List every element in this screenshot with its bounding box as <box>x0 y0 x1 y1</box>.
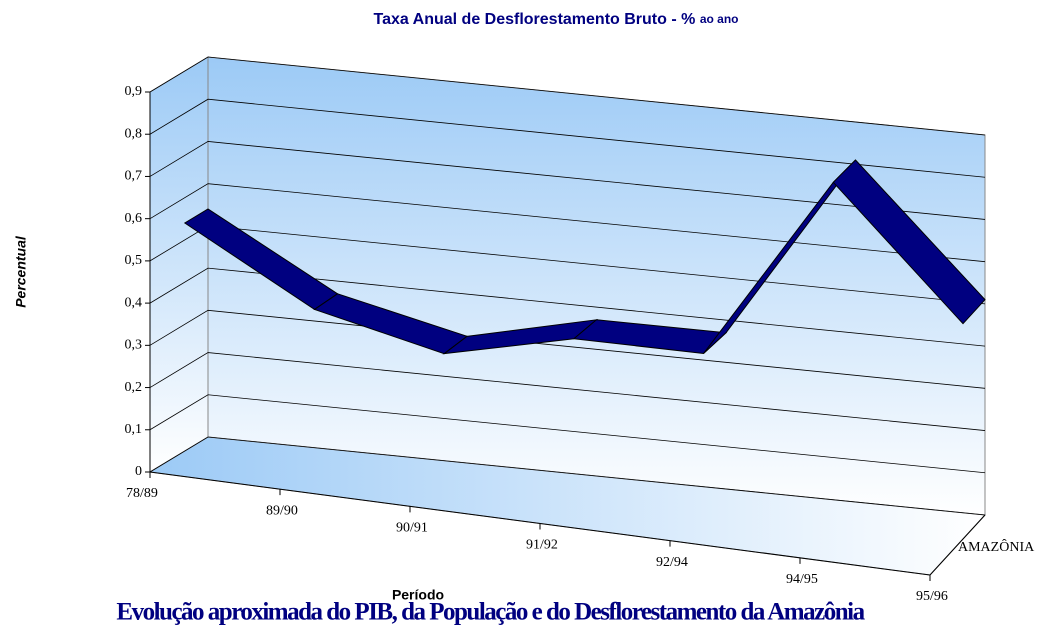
x-tick-label: 91/92 <box>526 538 558 553</box>
x-tick-label: 94/95 <box>786 572 818 587</box>
y-tick-label: 0,9 <box>125 84 143 99</box>
series-label: AMAZÔNIA <box>958 538 1035 555</box>
x-tick-label: 95/96 <box>916 589 948 604</box>
grid-line <box>149 98 986 178</box>
y-tick-label: 0,8 <box>125 126 143 141</box>
line-segment <box>832 159 986 325</box>
x-tick-label: 90/91 <box>396 521 428 536</box>
y-tick-label: 0,2 <box>125 380 143 395</box>
y-tick-label: 0,4 <box>125 295 143 310</box>
y-tick-label: 0,3 <box>125 338 143 353</box>
y-tick-label: 0 <box>135 464 142 479</box>
y-axis-label: Percentual <box>13 235 29 308</box>
side-wall <box>149 56 209 473</box>
z-axis <box>929 514 986 576</box>
chart-title: Taxa Anual de Desflorestamento Bruto - %… <box>374 11 739 28</box>
x-tick-label: 89/90 <box>266 503 298 518</box>
title-main: Taxa Anual de Desflorestamento Bruto - % <box>374 11 696 28</box>
title-suffix: ao ano <box>700 12 739 26</box>
x-axis-label: Período <box>392 587 444 603</box>
grid-line <box>149 309 986 389</box>
x-tick-label: 78/89 <box>126 486 158 501</box>
x-tick-label: 92/94 <box>656 555 688 570</box>
y-tick-label: 0,7 <box>125 169 143 184</box>
grid-line <box>149 56 986 136</box>
grid-line <box>149 436 986 516</box>
grid-line <box>149 352 986 431</box>
grid-line <box>149 267 986 347</box>
grid-line <box>149 183 986 263</box>
grid-line <box>149 394 986 474</box>
grid-line <box>149 141 986 220</box>
y-tick-label: 0,6 <box>125 211 143 226</box>
y-tick-label: 0,5 <box>125 253 143 268</box>
y-tick-label: 0,1 <box>125 422 143 437</box>
caption: Evolução aproximada do PIB, da População… <box>116 599 865 626</box>
